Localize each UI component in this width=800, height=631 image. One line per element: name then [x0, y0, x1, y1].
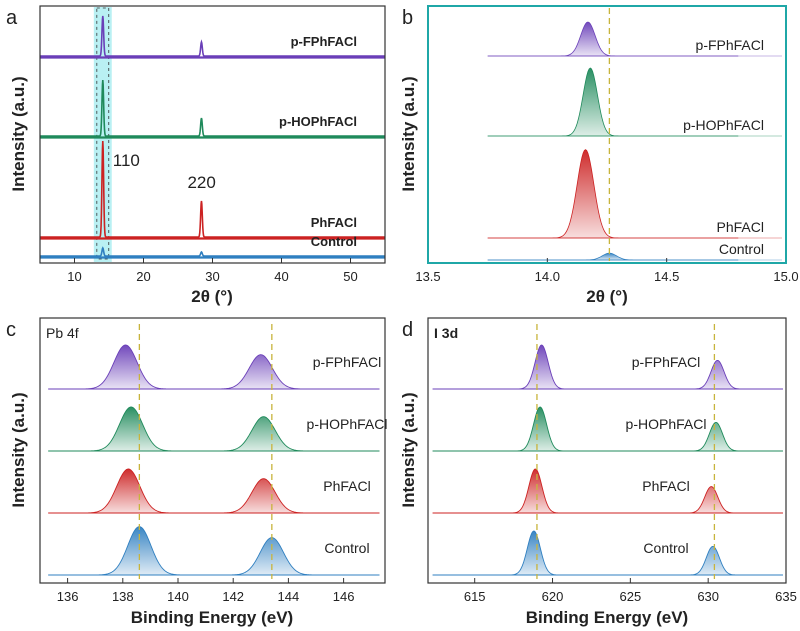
series-label-control: Control	[324, 540, 369, 556]
x-tick-label-d: 630	[697, 589, 719, 604]
plot-frame-a	[39, 5, 386, 264]
x-tick-label-b: 15.0	[773, 269, 798, 284]
series-label-phfacl: PhFACl	[323, 478, 370, 494]
highlight-band	[93, 7, 112, 262]
series-label-p-fphfacl: p-FPhFACl	[632, 354, 700, 370]
inset-label-d: I 3d	[434, 325, 458, 341]
series-label-phfacl: PhFACl	[717, 219, 764, 235]
series-label-control: Control	[719, 241, 764, 257]
x-tick-label-d: 635	[775, 589, 797, 604]
series-label-p-fphfacl: p-FPhFACl	[291, 34, 357, 49]
x-tick-label-c: 136	[57, 589, 79, 604]
panel-letter-a: a	[6, 7, 18, 29]
y-axis-title-a: Intensity (a.u.)	[9, 76, 28, 191]
series-line-control	[40, 246, 385, 257]
series-line-p-fphfacl	[40, 15, 385, 57]
x-axis-title-d: Binding Energy (eV)	[526, 608, 688, 627]
panel-letter-d: d	[402, 319, 413, 341]
x-tick-label-a: 50	[343, 269, 357, 284]
series-label-p-hophfacl: p-HOPhFACl	[307, 416, 388, 432]
peak-annotation-110: 110	[113, 151, 140, 170]
series-line-p-hophfacl	[40, 79, 385, 137]
series-area-control	[432, 530, 783, 576]
series-label-p-hophfacl: p-HOPhFACl	[683, 117, 764, 133]
x-tick-label-c: 146	[333, 589, 355, 604]
y-axis-title-b: Intensity (a.u.)	[399, 76, 418, 191]
x-tick-label-d: 625	[619, 589, 641, 604]
series-area-phfacl	[487, 149, 739, 239]
panel-letter-c: c	[6, 319, 16, 341]
x-tick-label-c: 144	[278, 589, 300, 604]
series-area-p-hophfacl	[432, 406, 783, 452]
panel-letter-b: b	[402, 7, 413, 29]
plot-frame-b	[427, 5, 787, 264]
series-line-phfacl	[40, 140, 385, 238]
series-label-p-hophfacl: p-HOPhFACl	[279, 114, 357, 129]
x-tick-label-a: 30	[205, 269, 219, 284]
series-area-p-fphfacl	[432, 344, 783, 390]
y-axis-title-c: Intensity (a.u.)	[9, 392, 28, 507]
panel-c: c p-FPhFACl p-HOPhFACl PhFACl Control 136 13…	[6, 317, 388, 627]
x-tick-label-a: 10	[67, 269, 81, 284]
panel-d: d p-FPhFACl p-HOPhFACl PhFACl Control 615 62…	[399, 317, 797, 627]
plot-frame-c	[39, 317, 386, 584]
series-label-phfacl: PhFACl	[311, 215, 357, 230]
x-tick-label-c: 138	[112, 589, 134, 604]
x-axis-title-c: Binding Energy (eV)	[131, 608, 293, 627]
x-tick-label-c: 142	[222, 589, 244, 604]
x-tick-label-d: 615	[464, 589, 486, 604]
x-tick-label-d: 620	[542, 589, 564, 604]
x-tick-label-a: 40	[274, 269, 288, 284]
peak-annotation-220: 220	[187, 173, 215, 192]
series-area-phfacl	[432, 468, 783, 514]
x-axis-title-a: 2θ (°)	[191, 287, 233, 306]
x-tick-label-b: 13.5	[415, 269, 440, 284]
panel-a: a p-FPhFACl p-HOPhFACl PhFACl Control 10 20 3…	[6, 5, 386, 306]
x-tick-label-a: 20	[136, 269, 150, 284]
series-label-phfacl: PhFACl	[642, 478, 689, 494]
x-tick-label-c: 140	[167, 589, 189, 604]
series-label-p-hophfacl: p-HOPhFACl	[626, 416, 707, 432]
series-label-control: Control	[643, 540, 688, 556]
series-label-control: Control	[311, 234, 357, 249]
plot-frame-d	[427, 317, 787, 584]
y-axis-title-d: Intensity (a.u.)	[399, 392, 418, 507]
series-area-control	[487, 252, 739, 261]
x-tick-label-b: 14.0	[535, 269, 560, 284]
series-label-p-fphfacl: p-FPhFACl	[313, 354, 381, 370]
inset-label-c: Pb 4f	[46, 325, 79, 341]
panel-b: b p-FPhFACl p-HOPhFACl PhFACl Control 13.5 1…	[399, 5, 799, 306]
x-tick-label-b: 14.5	[654, 269, 679, 284]
x-axis-title-b: 2θ (°)	[586, 287, 628, 306]
series-label-p-fphfacl: p-FPhFACl	[696, 37, 764, 53]
